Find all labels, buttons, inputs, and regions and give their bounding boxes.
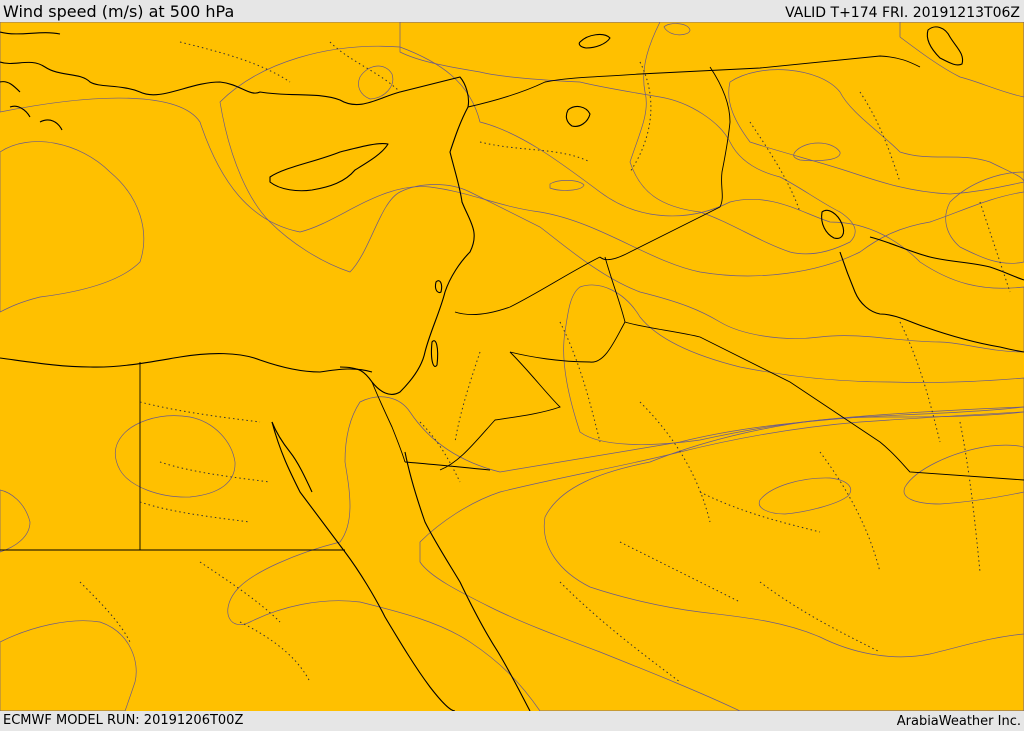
credit-label: ArabiaWeather Inc.	[896, 714, 1021, 729]
map-title: Wind speed (m/s) at 500 hPa	[3, 2, 235, 21]
cyprus-island	[269, 143, 389, 192]
coast-turkey-south	[0, 61, 470, 108]
wind-speed-map	[0, 22, 1024, 711]
coast-levant	[339, 106, 475, 395]
field-yellow-levant	[219, 45, 1024, 353]
border-sinai	[371, 381, 406, 463]
border-iraq-syria	[454, 256, 601, 315]
urmia-lake	[578, 33, 611, 49]
galilee-sea	[434, 280, 443, 294]
model-run-label: ECMWF MODEL RUN: 20191206T00Z	[3, 713, 244, 728]
field-pale-ne	[399, 22, 856, 255]
coast-aegean	[0, 81, 63, 131]
caspian-fragment	[926, 26, 964, 66]
field-orange-med	[0, 141, 145, 313]
coast-persian-gulf	[839, 251, 1024, 353]
field-pale-small-2	[663, 23, 691, 36]
field-gold-patch-right	[945, 171, 1024, 264]
border-syria-turkey	[467, 55, 921, 108]
coast-iran	[869, 236, 1024, 281]
field-red-core-2	[903, 444, 1024, 505]
region-lines-5	[79, 351, 481, 683]
field-orange-arabia-north	[563, 284, 1024, 445]
field-orange-sw	[0, 620, 137, 711]
border-jordan-south	[439, 351, 561, 471]
field-red-orange	[543, 406, 1024, 658]
coast-egypt-north	[0, 353, 373, 373]
map-header: Wind speed (m/s) at 500 hPa VALID T+174 …	[0, 0, 1024, 22]
coast-red-sea-west	[271, 421, 456, 711]
coast-red-sea-east	[404, 451, 531, 711]
field-orange-patch-iran	[793, 142, 841, 162]
field-pale-far-ne	[899, 22, 1024, 98]
field-pale-small	[358, 65, 394, 100]
dead-sea	[430, 340, 439, 367]
border-saudi-yemen	[404, 461, 491, 471]
field-gold-patch-east	[728, 69, 1024, 195]
iran-lake	[821, 209, 845, 239]
field-gold-small-1	[549, 180, 585, 191]
field-gold-north	[0, 22, 1024, 277]
border-jordan-saudi	[509, 321, 626, 363]
field-gold-left-edge	[0, 489, 31, 553]
coast-turkey-black-sea	[0, 31, 61, 35]
valid-time: VALID T+174 FRI. 20191213T06Z	[785, 5, 1020, 21]
region-lines-6	[749, 91, 1011, 293]
van-lake	[565, 105, 591, 127]
field-gold-cairo	[114, 415, 236, 498]
coast-gulf-suez	[271, 421, 313, 493]
map-footer: ECMWF MODEL RUN: 20191206T00Z ArabiaWeat…	[0, 711, 1024, 729]
border-iraq-saudi	[604, 256, 1024, 481]
field-dark-orange	[419, 411, 1024, 711]
field-amber	[0, 22, 1024, 711]
field-orange-south	[227, 396, 1024, 711]
field-red-core-1	[758, 477, 852, 515]
border-iraq-diagonal	[599, 206, 721, 261]
border-iran-iraq	[709, 66, 731, 208]
